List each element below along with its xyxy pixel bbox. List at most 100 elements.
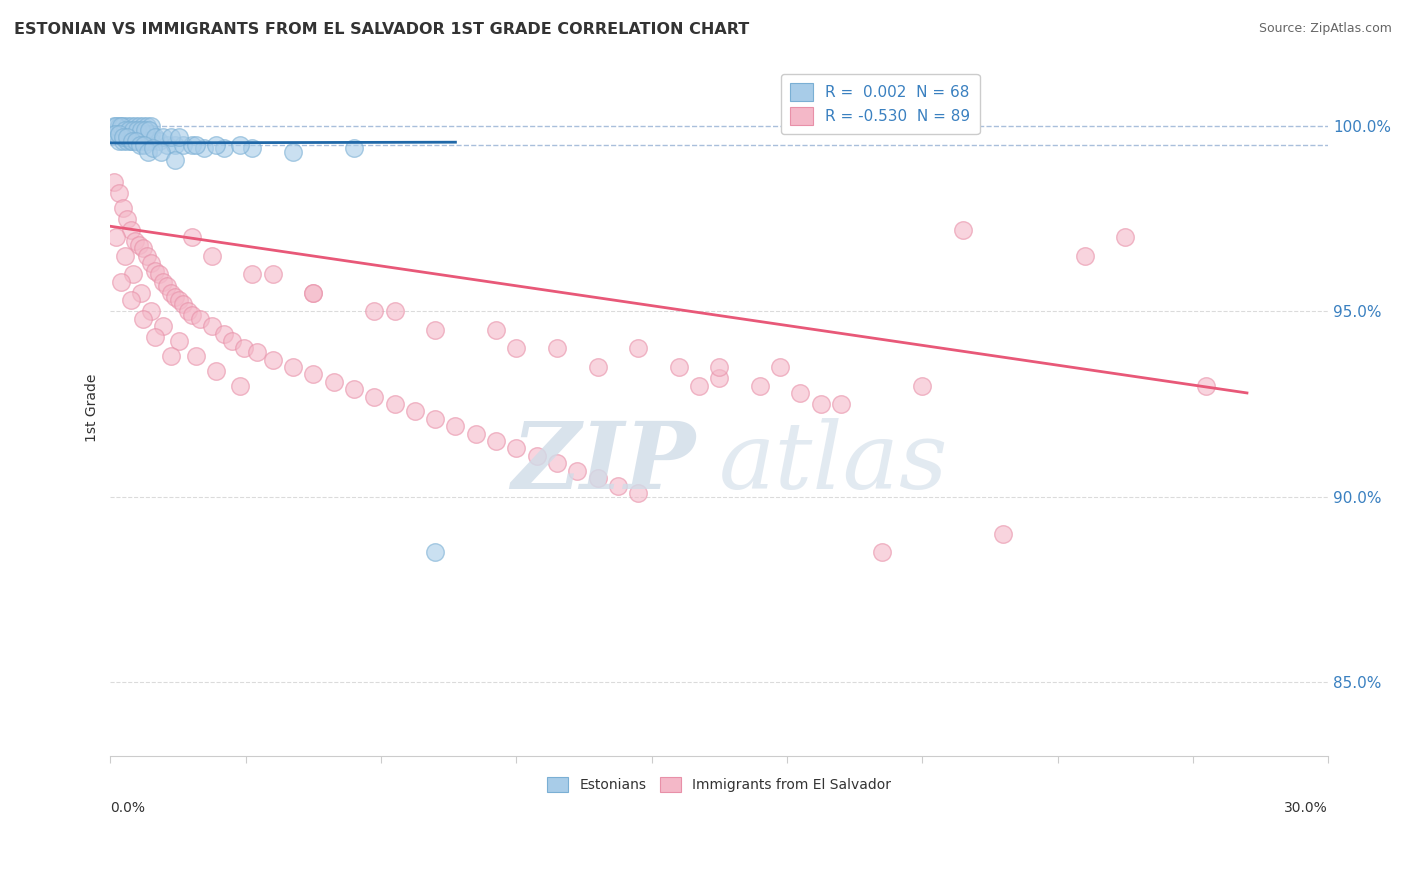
- Point: [132, 311, 155, 326]
- Point: [160, 130, 183, 145]
- Point: [526, 449, 548, 463]
- Point: [769, 359, 792, 374]
- Text: Source: ZipAtlas.com: Source: ZipAtlas.com: [1258, 22, 1392, 36]
- Text: 0.0%: 0.0%: [111, 801, 145, 815]
- Point: [169, 130, 191, 145]
- Point: [384, 304, 406, 318]
- Point: [103, 175, 125, 189]
- Point: [810, 397, 832, 411]
- Point: [172, 297, 194, 311]
- Point: [505, 442, 527, 456]
- Point: [1114, 230, 1136, 244]
- Point: [143, 330, 166, 344]
- Point: [139, 256, 162, 270]
- Point: [567, 464, 589, 478]
- Point: [128, 120, 150, 134]
- Text: atlas: atlas: [720, 418, 949, 508]
- Point: [586, 471, 609, 485]
- Point: [464, 426, 486, 441]
- Point: [112, 130, 135, 145]
- Text: ESTONIAN VS IMMIGRANTS FROM EL SALVADOR 1ST GRADE CORRELATION CHART: ESTONIAN VS IMMIGRANTS FROM EL SALVADOR …: [14, 22, 749, 37]
- Point: [172, 137, 194, 152]
- Point: [688, 378, 710, 392]
- Point: [169, 334, 191, 348]
- Point: [180, 308, 202, 322]
- Point: [546, 456, 568, 470]
- Point: [201, 319, 224, 334]
- Point: [132, 120, 155, 134]
- Point: [627, 486, 650, 500]
- Point: [184, 137, 207, 152]
- Point: [363, 390, 385, 404]
- Point: [152, 130, 174, 145]
- Point: [546, 342, 568, 356]
- Point: [993, 526, 1015, 541]
- Point: [105, 230, 128, 244]
- Point: [136, 120, 159, 134]
- Point: [160, 349, 183, 363]
- Point: [120, 134, 142, 148]
- Point: [423, 545, 446, 559]
- Point: [136, 145, 159, 160]
- Point: [302, 285, 325, 300]
- Point: [108, 127, 131, 141]
- Point: [136, 249, 159, 263]
- Point: [668, 359, 690, 374]
- Point: [121, 123, 143, 137]
- Point: [104, 127, 127, 141]
- Point: [384, 397, 406, 411]
- Point: [245, 345, 267, 359]
- Point: [103, 120, 125, 134]
- Point: [176, 304, 198, 318]
- Point: [120, 120, 142, 134]
- Point: [242, 141, 264, 155]
- Point: [152, 319, 174, 334]
- Point: [485, 323, 508, 337]
- Point: [107, 186, 129, 200]
- Point: [709, 371, 731, 385]
- Point: [148, 134, 170, 148]
- Point: [117, 130, 139, 145]
- Point: [114, 123, 136, 137]
- Point: [404, 404, 426, 418]
- Point: [150, 145, 173, 160]
- Point: [111, 120, 134, 134]
- Point: [143, 130, 166, 145]
- Point: [830, 397, 852, 411]
- Point: [111, 134, 134, 148]
- Point: [107, 127, 129, 141]
- Point: [343, 382, 366, 396]
- Point: [120, 127, 142, 141]
- Point: [262, 352, 284, 367]
- Point: [132, 242, 155, 256]
- Point: [363, 304, 385, 318]
- Point: [156, 137, 179, 152]
- Text: ZIP: ZIP: [510, 418, 695, 508]
- Point: [180, 230, 202, 244]
- Point: [505, 342, 527, 356]
- Point: [1195, 378, 1218, 392]
- Point: [111, 127, 134, 141]
- Point: [221, 334, 243, 348]
- Point: [143, 263, 166, 277]
- Text: 30.0%: 30.0%: [1285, 801, 1329, 815]
- Point: [205, 137, 228, 152]
- Point: [606, 478, 628, 492]
- Point: [124, 127, 146, 141]
- Point: [911, 378, 934, 392]
- Point: [212, 326, 235, 341]
- Point: [114, 249, 136, 263]
- Legend: Estonians, Immigrants from El Salvador: Estonians, Immigrants from El Salvador: [541, 772, 897, 797]
- Point: [125, 123, 148, 137]
- Point: [142, 141, 165, 155]
- Point: [121, 134, 143, 148]
- Point: [188, 311, 211, 326]
- Point: [212, 141, 235, 155]
- Point: [120, 293, 142, 308]
- Point: [110, 120, 132, 134]
- Point: [128, 237, 150, 252]
- Point: [132, 134, 155, 148]
- Point: [160, 285, 183, 300]
- Point: [139, 134, 162, 148]
- Point: [115, 134, 138, 148]
